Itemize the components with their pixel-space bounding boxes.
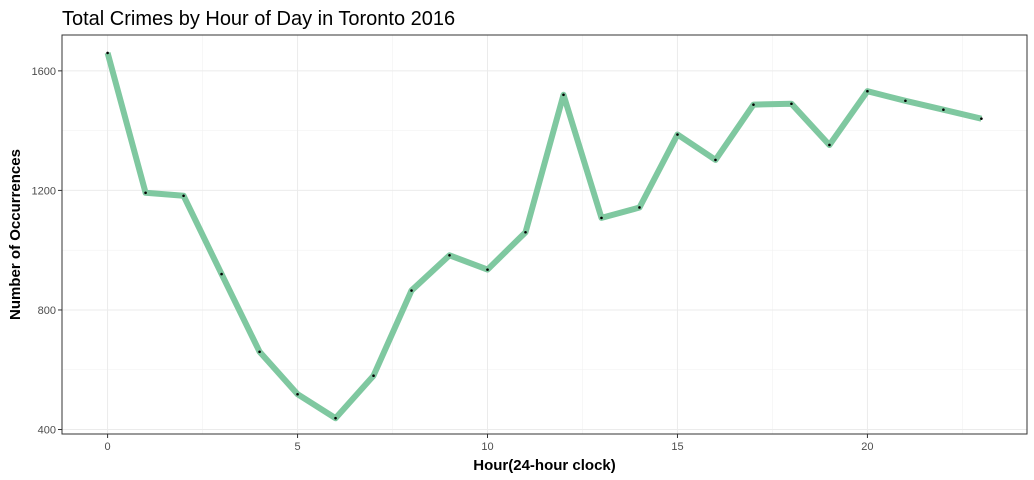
y-axis: 400 800 1200 1600 <box>32 66 62 437</box>
data-point <box>790 102 793 106</box>
data-point <box>676 133 679 136</box>
x-axis-title: Hour(24-hour clock) <box>473 457 616 474</box>
data-point <box>448 253 451 257</box>
series-line <box>104 52 983 422</box>
data-point <box>258 350 261 354</box>
data-point <box>638 206 641 209</box>
x-tick-label: 15 <box>671 441 683 453</box>
data-point <box>980 117 983 120</box>
data-point <box>562 93 565 97</box>
y-tick-label: 1200 <box>32 185 56 197</box>
data-point <box>600 216 603 220</box>
data-point <box>372 374 375 378</box>
y-tick-label: 400 <box>38 425 56 437</box>
data-point <box>524 230 527 234</box>
data-point <box>752 103 755 106</box>
x-axis: 0 5 10 15 20 <box>105 434 874 453</box>
data-point <box>182 194 185 198</box>
data-point <box>714 158 717 162</box>
data-point <box>144 191 147 195</box>
data-point <box>486 268 489 271</box>
data-point <box>866 89 869 93</box>
x-tick-label: 20 <box>861 441 873 453</box>
data-point <box>904 99 907 103</box>
data-point <box>296 392 299 396</box>
y-axis-title: Number of Occurrences <box>7 149 24 320</box>
grid <box>62 35 1027 434</box>
panel-border <box>61 34 1028 435</box>
data-point <box>942 108 945 112</box>
data-point <box>334 416 337 420</box>
data-point <box>106 51 109 55</box>
y-tick-label: 800 <box>38 305 56 317</box>
chart-title: Total Crimes by Hour of Day in Toronto 2… <box>62 8 455 30</box>
y-tick-label: 1600 <box>32 66 56 78</box>
data-point <box>220 272 223 276</box>
data-point <box>410 289 413 292</box>
x-tick-label: 10 <box>481 441 493 453</box>
x-tick-label: 0 <box>105 441 111 453</box>
data-point <box>828 143 831 147</box>
x-tick-label: 5 <box>294 441 300 453</box>
series-layer <box>104 51 983 422</box>
